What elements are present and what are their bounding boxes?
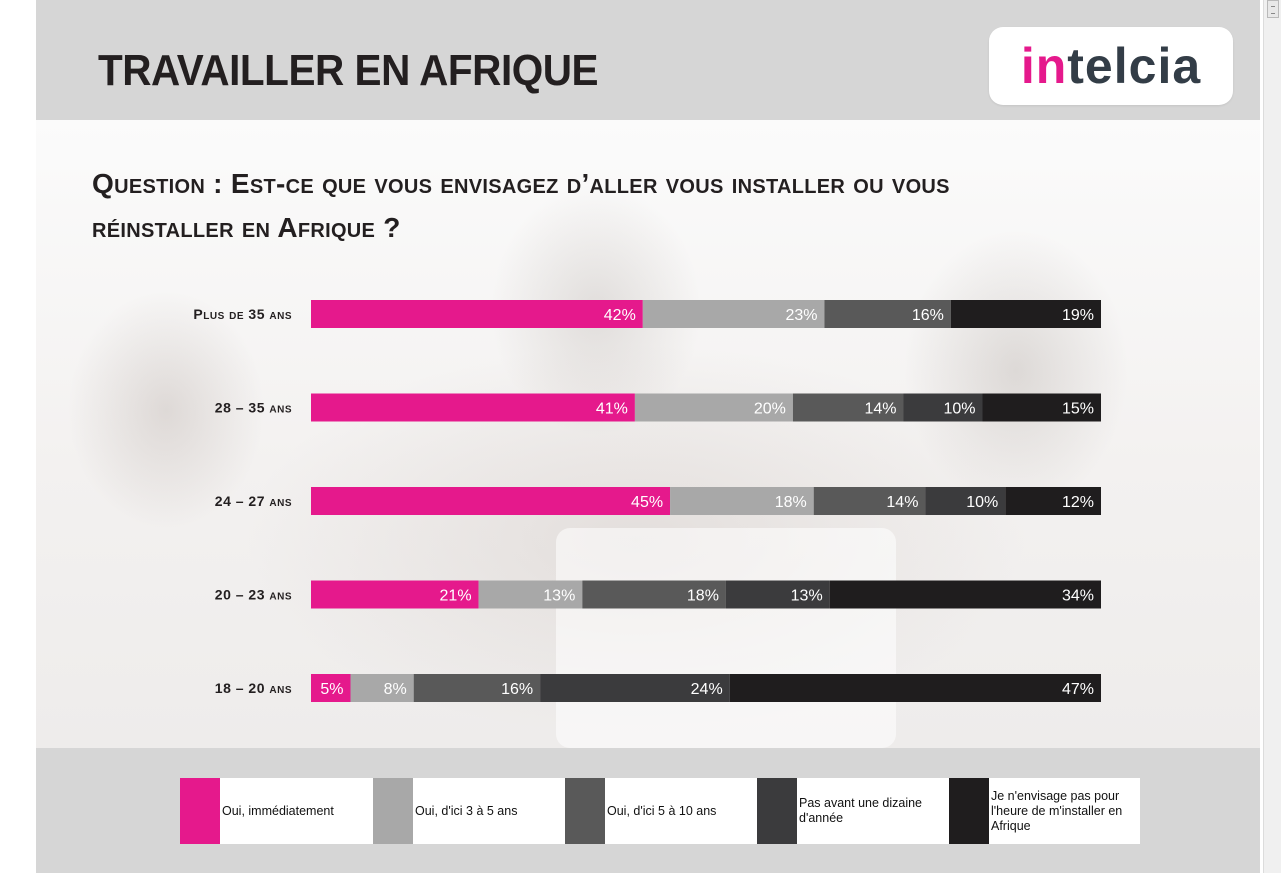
legend-item: Oui, immédiatement [180,778,373,844]
bar-value-label: 14% [886,494,918,511]
bar-segment [1005,487,1101,515]
category-label: 24 – 27 ans [215,493,292,509]
slide: TRAVAILLER EN AFRIQUE intelcia Question … [36,0,1260,873]
scrollbar-thumb[interactable] [1267,0,1279,18]
legend-item: Oui, d'ici 5 à 10 ans [565,778,758,844]
bar-segment [792,393,904,422]
legend-swatch [949,778,989,844]
bar-segment [903,393,983,422]
legend-label: Oui, d'ici 3 à 5 ans [415,803,518,818]
legend-item: Oui, d'ici 3 à 5 ans [373,778,566,844]
legend-item: Je n'envisage pas pour l'heure de m'inst… [949,778,1140,844]
category-label: Plus de 35 ans [193,306,292,322]
bar-value-label: 13% [791,588,823,605]
bar-segment [311,300,643,328]
legend-label: Oui, immédiatement [222,803,334,818]
bar-value-label: 23% [785,307,817,324]
category-label: 18 – 20 ans [215,680,292,696]
bar-segment [725,580,830,609]
bar-value-label: 14% [864,401,896,418]
category-label: 20 – 23 ans [215,587,292,603]
bar-segment [824,300,951,328]
bar-value-label: 8% [384,681,407,698]
legend-swatch [180,778,220,844]
bar-segment [642,300,825,328]
legend-swatch [565,778,605,844]
logo-main-text: telcia [1067,38,1202,94]
bar-segment [729,674,1101,702]
vertical-scrollbar[interactable] [1263,0,1281,873]
legend-swatch [373,778,413,844]
bar-value-label: 15% [1062,401,1094,418]
page-margin [0,0,36,873]
background-photo [36,120,1260,748]
category-label: 28 – 35 ans [215,400,292,416]
intelcia-logo: intelcia [989,27,1233,105]
bar-value-label: 34% [1062,588,1094,605]
legend-swatch [757,778,797,844]
bar-segment [478,580,583,609]
bar-value-label: 42% [604,307,636,324]
bar-segment [540,674,730,702]
bar-value-label: 47% [1062,681,1094,698]
bar-value-label: 5% [320,681,343,698]
bar-value-label: 20% [754,401,786,418]
legend-label: Oui, d'ici 5 à 10 ans [607,803,717,818]
bar-value-label: 24% [691,681,723,698]
bar-value-label: 13% [543,588,575,605]
bar-value-label: 21% [440,588,472,605]
bar-segment [350,674,414,702]
bar-value-label: 18% [687,588,719,605]
bar-segment [311,487,671,515]
chart-legend: Oui, immédiatement Oui, d'ici 3 à 5 ans Ou… [180,778,1140,844]
bar-segment [634,393,793,422]
bar-segment [311,674,351,702]
bar-segment [311,580,479,609]
page-title: TRAVAILLER EN AFRIQUE [98,46,599,95]
bar-value-label: 16% [501,681,533,698]
header-band: TRAVAILLER EN AFRIQUE intelcia [36,0,1260,120]
bar-segment [582,580,726,609]
bar-segment [813,487,926,515]
bar-value-label: 10% [943,401,975,418]
bar-segment [950,300,1101,328]
bar-value-label: 16% [912,307,944,324]
bar-value-label: 12% [1062,494,1094,511]
logo-accent-text: in [1020,38,1068,94]
bar-value-label: 19% [1062,307,1094,324]
stacked-bar-chart: Plus de 35 ans 42% 23% 16% 19% 28 – 35 ans 41%… [193,300,1101,702]
bar-segment [311,393,635,422]
legend-label: Je n'envisage pas pour l'heure de m'inst… [991,788,1123,833]
bar-value-label: 45% [631,494,663,511]
bar-segment [413,674,541,702]
bar-segment [829,580,1101,609]
bar-value-label: 41% [596,401,628,418]
logo-text: intelcia [999,27,1223,105]
legend-item: Pas avant une dizaine d'année [757,778,950,844]
bar-segment [925,487,1006,515]
survey-question: Question : Est-ce que vous envisagez d’a… [92,168,950,243]
bar-segment [982,393,1101,422]
laptop-shape [556,528,896,748]
legend-label: Pas avant une dizaine d'année [799,796,923,825]
bar-segment [670,487,814,515]
bar-value-label: 18% [775,494,807,511]
bar-value-label: 10% [966,494,998,511]
